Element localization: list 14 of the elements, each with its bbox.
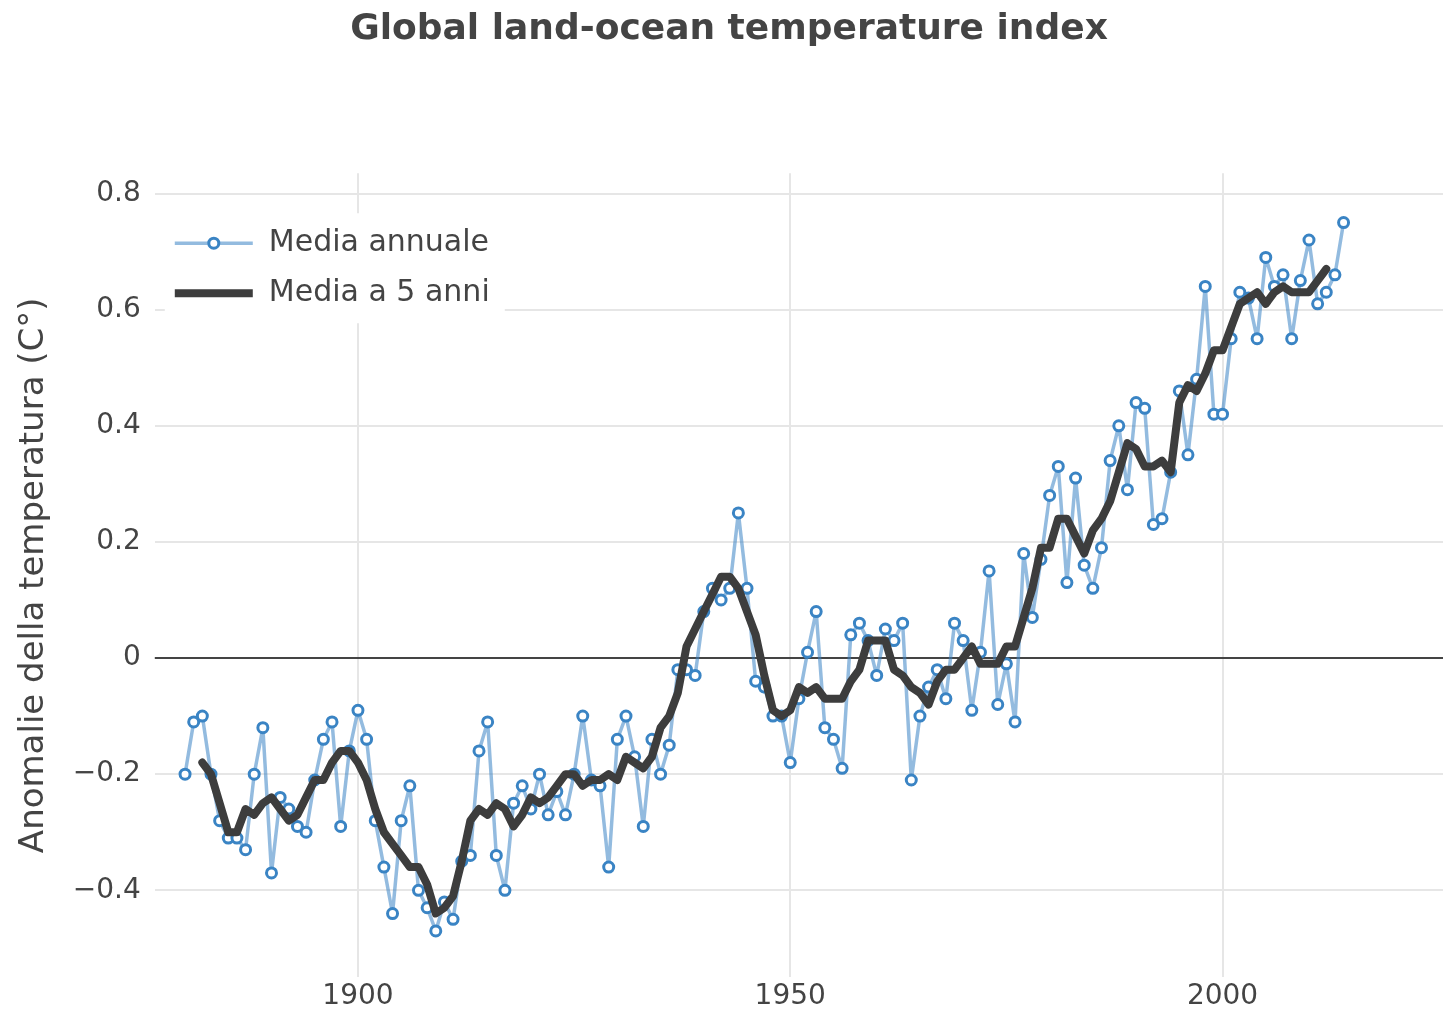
x-tick-label: 1950 — [754, 978, 826, 1012]
y-tick-label: −0.4 — [72, 871, 141, 905]
legend-label: Media annuale — [268, 223, 490, 258]
y-tick-label: −0.2 — [72, 755, 141, 789]
legend-label: Media a 5 anni — [268, 273, 490, 308]
y-tick-label: 0 — [122, 639, 141, 673]
x-tick-label: 1900 — [322, 978, 394, 1012]
y-tick-label: 0.4 — [96, 407, 141, 441]
y-axis-title: Anomalie della temperatura (C°) — [11, 297, 52, 854]
x-tick-label: 2000 — [1186, 978, 1259, 1012]
chart-title: Global land-ocean temperature index — [350, 5, 1108, 47]
y-tick-label: 0.2 — [96, 523, 141, 557]
y-tick-label: 0.8 — [96, 174, 141, 208]
y-tick-label: 0.6 — [96, 290, 141, 324]
